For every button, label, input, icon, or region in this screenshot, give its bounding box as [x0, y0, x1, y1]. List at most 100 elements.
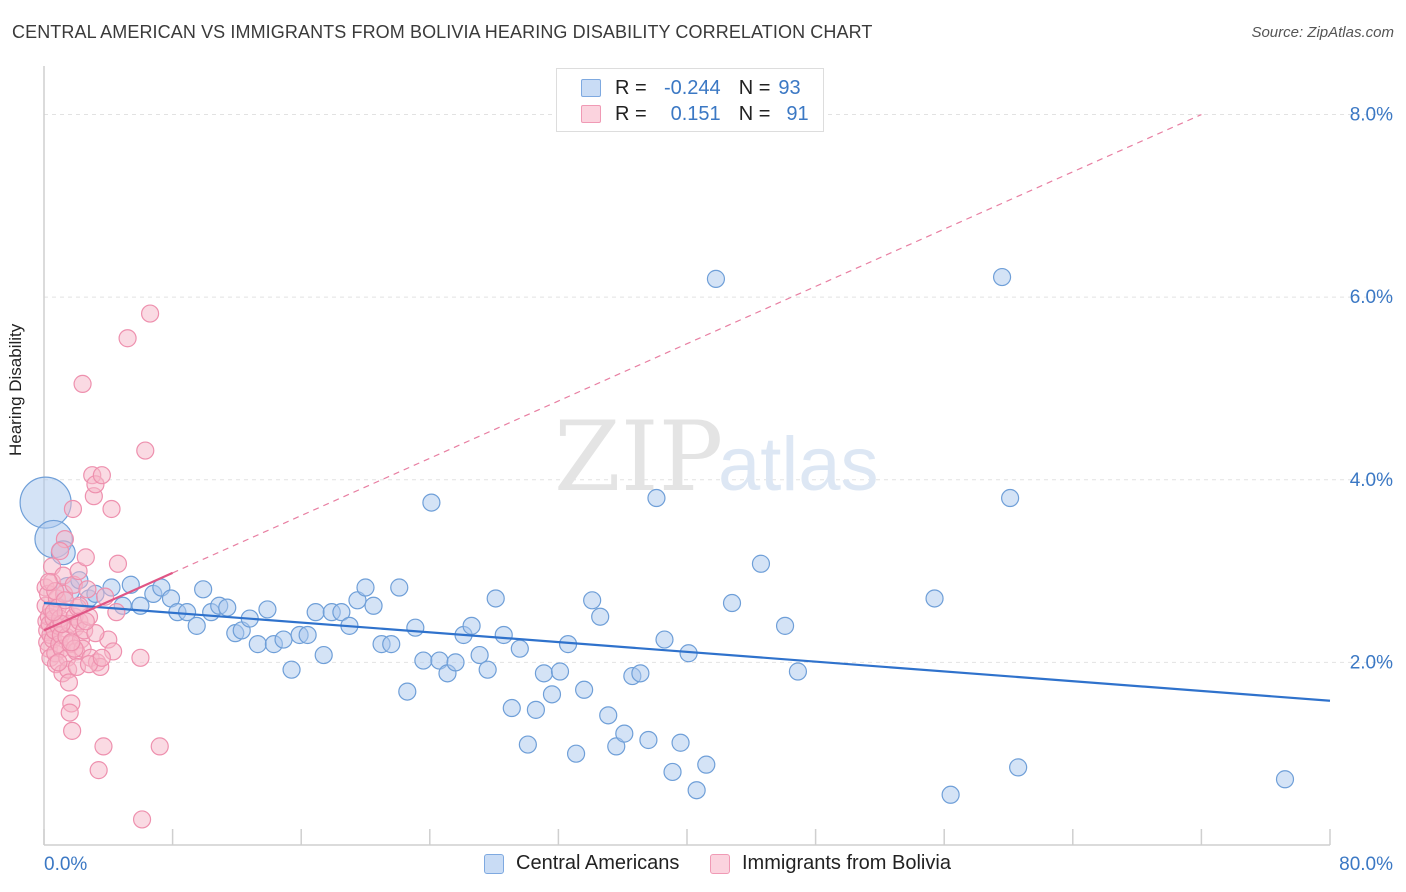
- data-point: [187, 616, 206, 635]
- bottom-legend-label: Central Americans: [516, 852, 680, 874]
- data-point: [282, 660, 301, 679]
- data-point: [518, 735, 537, 754]
- y-tick-label: 8.0%: [1350, 105, 1393, 126]
- data-point: [751, 554, 771, 573]
- legend-row-bolivia: R = 0.151 N = 91: [581, 101, 809, 127]
- legend-n-value: 93: [778, 76, 801, 99]
- data-point: [76, 548, 95, 567]
- legend-r-label: R =: [615, 76, 647, 99]
- data-point: [414, 651, 433, 670]
- data-point: [655, 630, 674, 649]
- data-point: [108, 554, 128, 573]
- data-point: [478, 660, 497, 679]
- data-point: [542, 685, 562, 704]
- data-point: [150, 737, 169, 756]
- data-point: [788, 662, 808, 681]
- chart-source: Source: ZipAtlas.com: [1251, 24, 1394, 41]
- data-point: [1009, 758, 1028, 777]
- data-point: [63, 721, 82, 740]
- y-tick-label: 2.0%: [1350, 652, 1393, 673]
- data-point: [92, 648, 111, 667]
- bottom-legend-swatch-pink: [710, 853, 730, 874]
- data-point: [132, 810, 152, 829]
- data-point: [706, 269, 726, 288]
- correlation-legend: R = -0.244 N = 93 R = 0.151 N = 91: [556, 68, 824, 132]
- watermark-zip: ZIP: [554, 401, 723, 513]
- data-point: [73, 374, 92, 393]
- data-point: [1275, 770, 1295, 789]
- data-point: [697, 755, 716, 774]
- data-point: [63, 499, 83, 519]
- legend-swatch-blue: [581, 79, 601, 97]
- data-point: [94, 737, 113, 756]
- data-point: [218, 598, 237, 617]
- data-point: [486, 589, 505, 608]
- chart-title: CENTRAL AMERICAN VS IMMIGRANTS FROM BOLI…: [12, 22, 873, 42]
- data-point: [722, 593, 742, 613]
- data-point: [89, 761, 108, 780]
- data-point: [107, 603, 126, 622]
- data-point: [398, 682, 417, 701]
- legend-r-value: -0.244: [663, 76, 721, 99]
- data-point: [639, 730, 658, 750]
- data-point: [671, 733, 690, 752]
- data-point: [131, 648, 150, 667]
- data-point: [575, 680, 594, 699]
- data-point: [258, 600, 277, 619]
- data-point: [941, 785, 960, 804]
- bottom-legend-bolivia: Immigrants from Bolivia: [710, 852, 951, 875]
- data-point: [502, 698, 521, 718]
- data-point: [298, 625, 317, 645]
- data-point: [348, 591, 367, 610]
- data-point: [49, 653, 68, 672]
- data-point: [925, 589, 944, 608]
- data-point: [59, 673, 79, 692]
- data-point: [566, 744, 586, 763]
- data-point: [687, 781, 706, 800]
- trend-line-extension: [172, 113, 1202, 574]
- data-point: [194, 580, 213, 599]
- legend-n-label: N =: [738, 102, 771, 125]
- data-point: [647, 488, 666, 508]
- legend-n-label: N =: [738, 76, 771, 99]
- data-point: [356, 578, 375, 597]
- legend-r-value: 0.151: [670, 102, 721, 125]
- data-point: [462, 616, 481, 635]
- legend-swatch-pink: [581, 105, 601, 123]
- y-tick-label: 4.0%: [1350, 470, 1393, 491]
- data-point: [314, 645, 333, 665]
- data-point: [364, 596, 383, 615]
- data-point: [60, 703, 79, 722]
- data-point: [274, 630, 293, 649]
- data-point: [390, 578, 409, 597]
- data-point: [248, 635, 267, 654]
- data-point: [382, 635, 401, 654]
- y-axis-label: Hearing Disability: [6, 323, 25, 456]
- data-point: [140, 304, 160, 323]
- data-point: [470, 645, 489, 665]
- data-point: [62, 633, 81, 652]
- data-point: [583, 591, 602, 610]
- data-point: [118, 329, 137, 348]
- data-point: [39, 572, 58, 592]
- data-point: [631, 664, 650, 683]
- data-point: [615, 724, 634, 743]
- data-point: [44, 603, 63, 622]
- data-point: [50, 541, 70, 561]
- legend-r-label: R =: [615, 102, 647, 125]
- data-point: [663, 762, 682, 782]
- data-point: [992, 267, 1012, 287]
- data-point: [102, 499, 121, 519]
- trend-line-central-americans: [43, 601, 1331, 702]
- data-point: [534, 664, 554, 683]
- data-point: [494, 625, 513, 645]
- x-tick-label: 80.0%: [1339, 854, 1393, 875]
- data-point: [607, 737, 626, 756]
- data-point: [510, 639, 529, 658]
- trend-line-bolivia: [43, 571, 174, 632]
- legend-n-value: 91: [786, 102, 809, 125]
- data-point: [446, 653, 465, 672]
- data-point: [86, 624, 105, 643]
- watermark-atlas: atlas: [718, 422, 879, 507]
- bottom-legend-central-americans: Central Americans: [484, 852, 679, 875]
